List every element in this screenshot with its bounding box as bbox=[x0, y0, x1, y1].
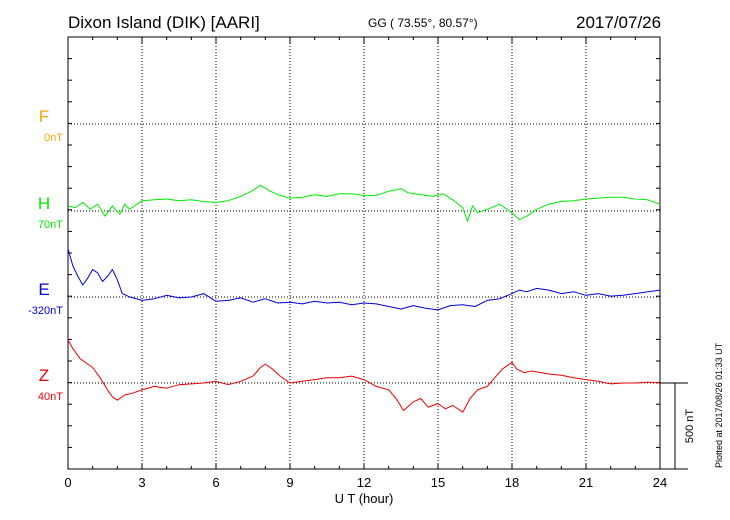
x-tick-label: 6 bbox=[212, 475, 219, 490]
geographic-coordinates: GG ( 73.55°, 80.57°) bbox=[368, 16, 478, 30]
series-baseline-h: 70nT bbox=[38, 219, 63, 231]
series-name-f: F bbox=[39, 107, 49, 126]
scale-bar-label: 500 nT bbox=[684, 409, 696, 444]
series-name-h: H bbox=[38, 194, 50, 213]
series-name-e: E bbox=[38, 280, 49, 299]
x-axis-label: U T (hour) bbox=[335, 491, 394, 506]
series-line-z bbox=[67, 339, 661, 413]
series-name-z: Z bbox=[39, 366, 49, 385]
x-tick-label: 0 bbox=[64, 475, 71, 490]
x-tick-label: 18 bbox=[505, 475, 519, 490]
plotted-timestamp: Plotted at 2017/08/26 01:33 UT bbox=[714, 342, 724, 468]
x-tick-label: 9 bbox=[286, 475, 293, 490]
series-baseline-e: -320nT bbox=[28, 305, 63, 317]
x-tick-label: 21 bbox=[579, 475, 593, 490]
series-line-e bbox=[67, 248, 661, 311]
x-tick-label: 12 bbox=[357, 475, 371, 490]
station-title: Dixon Island (DIK) [AARI] bbox=[68, 13, 260, 32]
x-tick-label: 15 bbox=[431, 475, 445, 490]
series-baseline-f: 0nT bbox=[44, 132, 63, 144]
plot-date: 2017/07/26 bbox=[576, 13, 662, 32]
series-line-h bbox=[67, 184, 661, 222]
series-baseline-z: 40nT bbox=[38, 391, 63, 403]
x-tick-label: 24 bbox=[653, 475, 667, 490]
x-tick-label: 3 bbox=[138, 475, 145, 490]
